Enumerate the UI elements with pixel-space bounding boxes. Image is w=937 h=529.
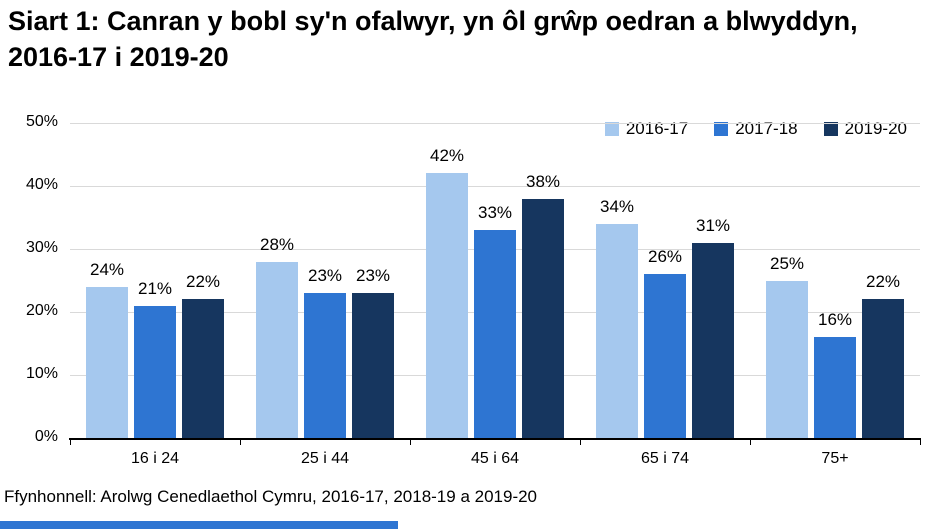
legend-label: 2017-18 [735,119,798,138]
source-note: Ffynhonnell: Arolwg Cenedlaethol Cymru, … [4,487,538,506]
x-category-label: 45 i 64 [470,450,520,467]
chart-title: Siart 1: Canran y bobl sy'n ofalwyr, yn … [8,6,858,72]
bar-value-label: 33% [477,203,513,223]
bar-value-label: 24% [89,259,125,279]
bar [182,299,224,438]
legend-swatch [714,122,729,136]
axis-tick [580,440,581,445]
x-category-label: 25 i 44 [300,450,350,467]
bar-value-label: 23% [307,266,343,286]
axis-tick [750,440,751,445]
bar [256,261,298,438]
legend-item: 2016-17 [604,119,689,139]
axis-tick [70,440,71,445]
legend: 2016-17 2017-18 2019-20 [604,119,907,139]
legend-label: 2019-20 [844,119,907,138]
bar-value-label: 22% [865,272,901,292]
bar-value-label: 42% [429,146,465,166]
bottom-blue-strip [0,521,398,529]
legend-swatch [604,122,619,136]
y-axis-label: 40% [25,176,58,193]
axis-tick [410,440,411,445]
gridline [70,186,920,187]
bar [304,293,346,438]
bar [766,280,808,438]
bar-value-label: 31% [695,215,731,235]
gridline [70,123,920,124]
bar-value-label: 23% [355,266,391,286]
legend-label: 2016-17 [625,119,689,138]
bar [596,223,638,438]
axis-tick [920,440,921,445]
bar-value-label: 25% [769,253,805,273]
bar [814,337,856,438]
y-axis-label: 0% [34,428,58,445]
bar-value-label: 28% [259,234,295,254]
bar [862,299,904,438]
bar [134,305,176,438]
bar [86,286,128,438]
bar [474,230,516,438]
bar-value-label: 34% [599,196,635,216]
bar-value-label: 16% [817,310,853,330]
axis-tick [240,440,241,445]
bar-value-label: 22% [185,272,221,292]
y-axis-label: 50% [25,113,58,130]
bar-value-label: 26% [647,247,683,267]
y-axis-label: 30% [25,239,58,256]
legend-item: 2019-20 [823,119,907,139]
bar [426,173,468,438]
legend-item: 2017-18 [714,119,798,139]
legend-swatch [823,122,838,136]
x-axis-line [69,438,921,440]
bar [644,274,686,438]
bar [692,242,734,438]
y-axis-label: 10% [25,365,58,382]
bar-value-label: 38% [525,171,561,191]
bar [522,198,564,438]
x-category-label: 65 i 74 [640,450,690,467]
x-category-label: 16 i 24 [130,450,180,467]
bar [352,293,394,438]
y-axis-label: 20% [25,302,58,319]
bar-value-label: 21% [137,278,173,298]
x-category-label: 75+ [821,450,849,467]
